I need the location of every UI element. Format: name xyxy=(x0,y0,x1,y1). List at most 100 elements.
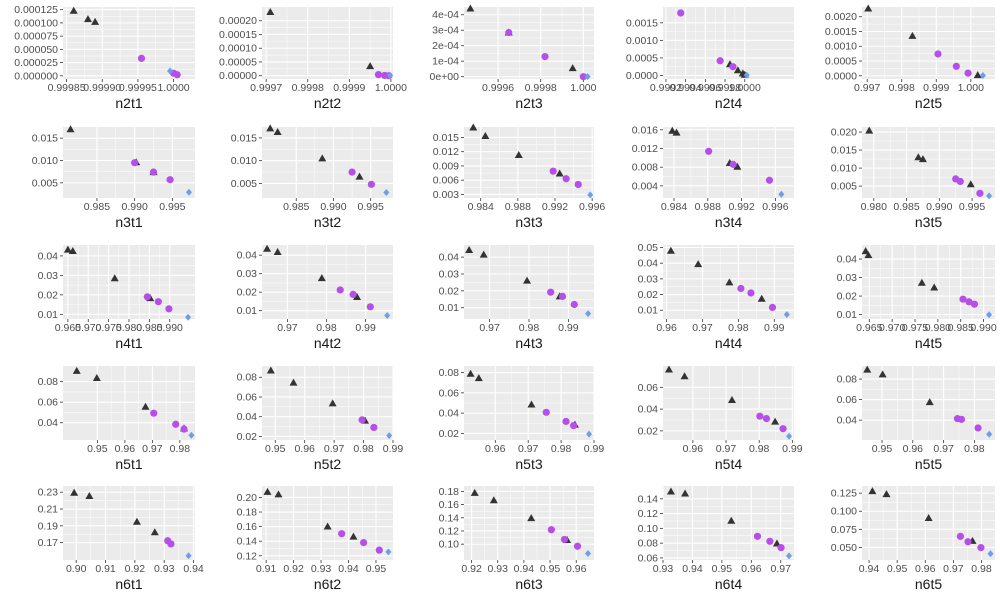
diamond-point xyxy=(185,552,192,560)
facet-n6t4: 0.93 0.94 0.95 0.96 0.97 0.06 0.08 0.10 0.12 0.14… xyxy=(638,486,794,592)
circle-point xyxy=(547,526,555,534)
circle-point xyxy=(358,416,366,424)
x-tick-label: 0.94 xyxy=(183,563,204,575)
x-tick-label: 0.98 xyxy=(551,443,572,455)
y-tick-label: 0.125 xyxy=(831,488,857,500)
triangle-point xyxy=(266,366,275,374)
x-tick-label: 0.93 xyxy=(653,563,674,575)
diamond-point xyxy=(785,552,792,560)
triangle-point xyxy=(274,490,283,498)
circle-point xyxy=(375,546,383,554)
y-tick-label: 0.000100 xyxy=(14,17,58,29)
triangle-point xyxy=(918,155,927,163)
y-tick-label: 0.19 xyxy=(38,520,59,532)
circle-point xyxy=(959,295,967,303)
x-tick-label: 0.95 xyxy=(872,443,893,455)
y-tick-label: 0.012 xyxy=(433,146,459,158)
y-tick-label: 1e-04 xyxy=(432,56,459,68)
y-tick-label: 0.02 xyxy=(439,285,460,297)
diamond-point xyxy=(986,430,993,438)
facet-title: n2t2 xyxy=(314,95,341,111)
x-tick-label: 0.96 xyxy=(656,322,677,334)
x-tick-label: 0.96 xyxy=(915,563,936,575)
panel-background xyxy=(63,7,195,79)
x-tick-label: 0.99 xyxy=(383,443,404,455)
x-tick-label: 0.95 xyxy=(87,443,108,455)
circle-point xyxy=(579,73,587,81)
x-tick-label: 0.988 xyxy=(505,201,531,213)
panel-grid xyxy=(862,366,995,440)
x-tick-label: 0.9998 xyxy=(292,82,324,94)
circle-point xyxy=(562,175,570,183)
y-tick-label: 0.01 xyxy=(837,309,858,321)
y-tick-label: 0.04 xyxy=(38,250,59,262)
triangle-point xyxy=(466,369,475,377)
triangle-point xyxy=(266,7,275,15)
y-tick-label: 0e+00 xyxy=(430,71,460,83)
panel-grid xyxy=(63,366,195,440)
x-tick-label: 0.97 xyxy=(771,563,792,575)
x-tick-label: 0.91 xyxy=(256,563,277,575)
y-tick-label: 0.06 xyxy=(439,387,460,399)
x-tick-label: 1.000 xyxy=(570,82,596,94)
diamond-point xyxy=(387,71,394,79)
circle-point xyxy=(549,167,557,175)
y-tick-label: 0.14 xyxy=(439,512,460,524)
triangle-point xyxy=(666,246,675,254)
circle-point xyxy=(970,300,979,308)
circle-point xyxy=(753,532,762,540)
facet-title: n3t5 xyxy=(915,214,942,230)
x-tick-label: 0.9996 xyxy=(482,82,514,94)
y-tick-label: 0.12 xyxy=(439,525,460,537)
y-tick-label: 0.010 xyxy=(831,163,857,175)
facet-title: n2t1 xyxy=(115,95,142,111)
x-tick-label: 0.92 xyxy=(283,563,304,575)
triangle-point xyxy=(132,517,141,525)
y-tick-label: 0.04 xyxy=(237,250,258,262)
facet-n5t2: 0.95 0.96 0.97 0.98 0.99 0.02 0.04 0.06 0.08 n5t2 xyxy=(237,366,404,472)
y-tick-label: 0.0020 xyxy=(825,11,857,23)
data-points xyxy=(466,4,591,81)
circle-point xyxy=(173,71,181,79)
diamond-point xyxy=(778,190,785,198)
diamond-point xyxy=(167,67,174,75)
triangle-point xyxy=(323,522,332,530)
facet-title: n2t4 xyxy=(715,95,742,111)
y-tick-label: 0.04 xyxy=(38,417,59,429)
x-tick-label: 0.97 xyxy=(716,443,737,455)
x-tick-label: 0.98 xyxy=(519,322,540,334)
x-tick-label: 0.965 xyxy=(856,322,882,334)
x-tick-label: 0.980 xyxy=(925,322,951,334)
y-tick-label: 0.0005 xyxy=(626,52,658,64)
x-tick-label: 0.99990 xyxy=(83,82,121,94)
y-tick-label: 0.10 xyxy=(439,539,460,551)
triangle-point xyxy=(694,260,703,268)
facet-title: n5t4 xyxy=(715,456,742,472)
triangle-point xyxy=(366,62,375,70)
y-tick-label: 0.006 xyxy=(433,175,459,187)
facet-n4t4: 0.96 0.97 0.98 0.99 0.01 0.02 0.03 0.04 0.05 n4t4 xyxy=(638,242,794,351)
y-tick-label: 0.14 xyxy=(237,536,258,548)
facet-title: n6t4 xyxy=(715,576,742,592)
data-points xyxy=(677,9,750,79)
diamond-point xyxy=(584,549,591,557)
y-tick-label: 0.000050 xyxy=(14,44,58,56)
triangle-point xyxy=(353,292,362,300)
y-tick-label: 0.05 xyxy=(638,242,659,254)
x-tick-label: 1.000 xyxy=(958,82,984,94)
diamond-point xyxy=(185,188,192,196)
panel-background xyxy=(862,127,995,198)
data-points xyxy=(466,369,593,438)
data-points xyxy=(263,487,392,556)
x-tick-label: 0.995 xyxy=(159,201,185,213)
x-tick-label: 0.988 xyxy=(695,201,721,213)
y-tick-label: 0.06 xyxy=(837,394,858,406)
facet-n5t4: 0.96 0.97 0.98 0.99 0.02 0.04 0.06 n5t4 xyxy=(638,365,803,472)
y-tick-label: 0.015 xyxy=(433,132,459,144)
facet-title: n4t2 xyxy=(314,335,341,351)
diamond-point xyxy=(188,431,195,439)
panel-background xyxy=(862,486,995,560)
x-tick-label: 0.92 xyxy=(461,563,482,575)
